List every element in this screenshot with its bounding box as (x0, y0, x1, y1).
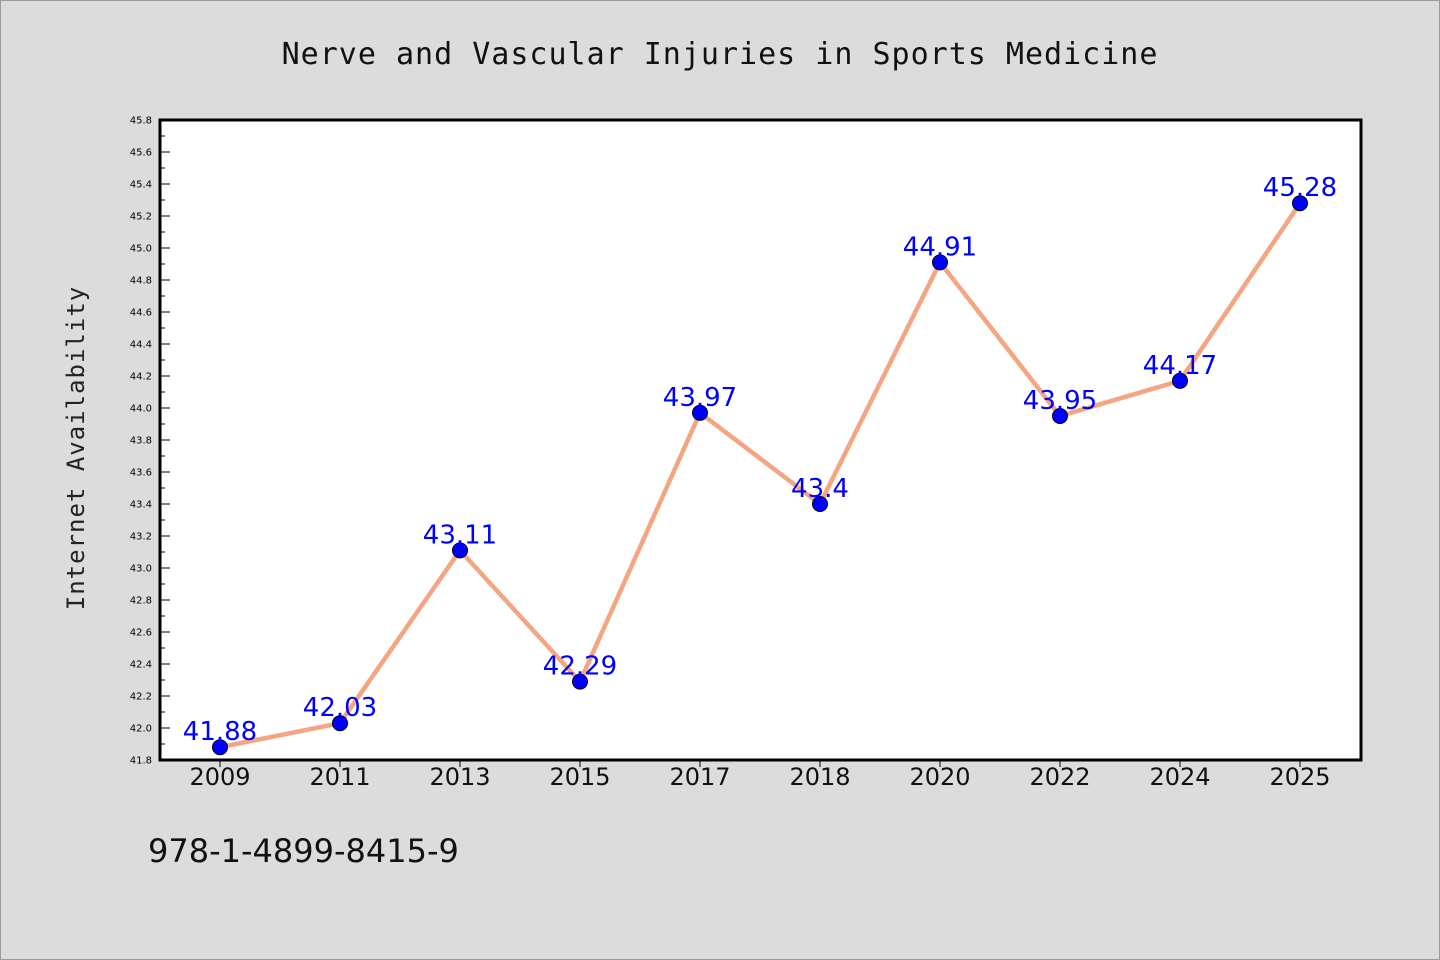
data-series (212, 195, 1308, 756)
x-tick-label: 2018 (789, 763, 850, 791)
data-point (452, 542, 468, 559)
data-labels: 41.88 42.03 43.11 42.29 43.97 43.4 44.91 43.95 4… (183, 173, 1337, 747)
x-tick-label: 2011 (309, 763, 370, 791)
y-tick-label: 42.8 (130, 596, 152, 607)
data-point (1292, 195, 1308, 212)
data-point (812, 496, 828, 512)
y-tick-label: 43.8 (130, 436, 152, 447)
data-point (572, 673, 588, 690)
chart-title: Nerve and Vascular Injuries in Sports Me… (282, 37, 1159, 72)
data-label: 43.4 (791, 474, 849, 504)
x-tick-label: 2013 (429, 763, 490, 791)
data-label: 44.91 (903, 232, 977, 262)
isbn-text: 978-1-4899-8415-9 (148, 832, 459, 870)
data-point (332, 715, 348, 732)
y-tick-label: 42.0 (130, 724, 152, 735)
y-axis: 41.8 42.0 42.2 42.4 42.6 42.8 43.0 43.2 43.4 43.6… (130, 116, 170, 767)
y-tick-label: 43.4 (130, 500, 152, 511)
data-point (1172, 372, 1188, 389)
data-label: 44.17 (1143, 351, 1217, 381)
y-tick-label: 42.2 (130, 692, 152, 703)
y-tick-label: 45.0 (130, 244, 152, 255)
y-tick-label: 45.2 (130, 212, 152, 223)
y-tick-label: 45.4 (130, 180, 152, 191)
data-label: 42.29 (543, 652, 617, 682)
y-tick-label: 44.0 (130, 404, 152, 415)
y-axis-label: Internet Availability (62, 286, 90, 610)
data-label: 43.95 (1023, 386, 1097, 416)
data-label: 43.97 (663, 383, 737, 413)
x-tick-label: 2009 (189, 763, 250, 791)
x-tick-label: 2024 (1149, 763, 1210, 791)
y-tick-label: 44.8 (130, 276, 152, 287)
y-tick-label: 41.8 (130, 756, 152, 767)
data-point (932, 254, 948, 271)
x-tick-label: 2022 (1029, 763, 1090, 791)
y-tick-label: 45.6 (130, 148, 152, 159)
x-axis: 2009 2011 2013 2015 2017 2018 2020 2022 2024 2025 (189, 760, 1331, 791)
data-label: 42.03 (303, 693, 377, 723)
y-tick-label: 44.2 (130, 372, 152, 383)
data-label: 45.28 (1263, 173, 1337, 203)
plot-area (158, 118, 1363, 762)
y-tick-label: 44.4 (130, 340, 152, 351)
y-tick-label: 44.6 (130, 308, 152, 319)
series-line (219, 201, 1302, 750)
y-tick-label: 43.0 (130, 564, 152, 575)
y-tick-label: 45.8 (130, 116, 152, 127)
x-tick-label: 2017 (669, 763, 730, 791)
y-tick-label: 43.2 (130, 532, 152, 543)
data-label: 43.11 (423, 520, 497, 550)
x-tick-label: 2015 (549, 763, 610, 791)
y-tick-label: 42.4 (130, 660, 152, 671)
data-point (212, 739, 228, 756)
y-tick-label: 43.6 (130, 468, 152, 479)
x-tick-label: 2020 (909, 763, 970, 791)
y-tick-label: 42.6 (130, 628, 152, 639)
data-label: 41.88 (183, 717, 257, 747)
x-tick-label: 2025 (1269, 763, 1330, 791)
data-point (1052, 408, 1068, 424)
data-point (692, 404, 708, 421)
